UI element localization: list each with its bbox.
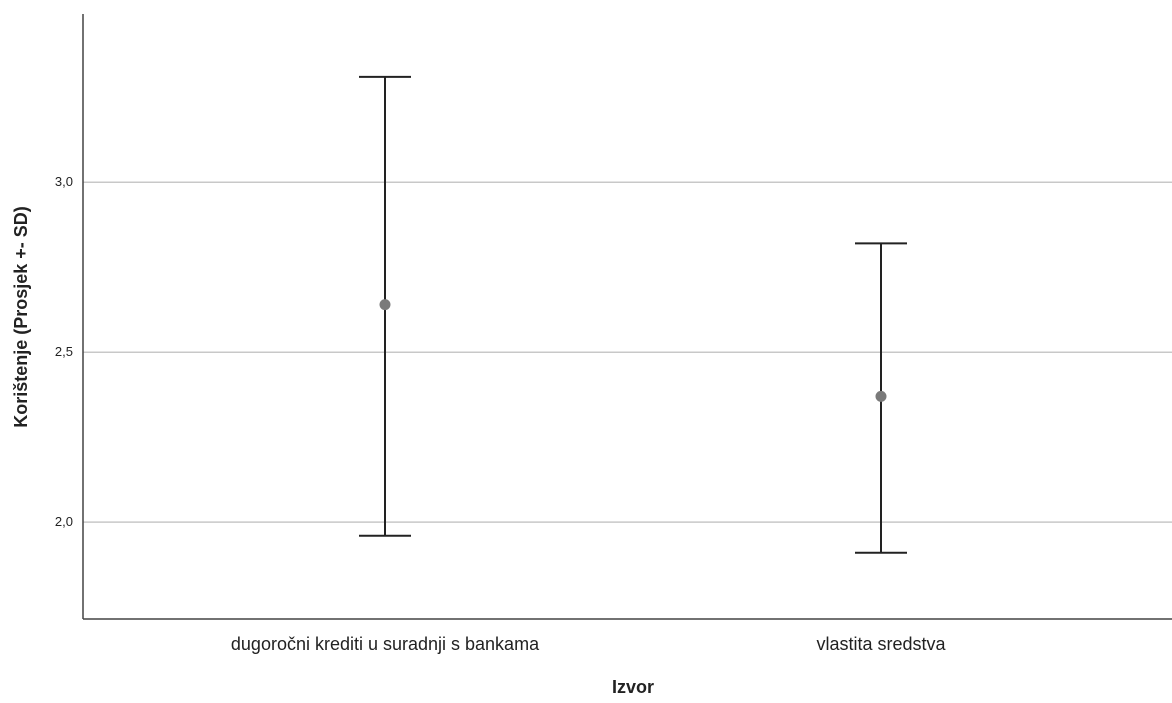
x-axis-title: Izvor [612,677,654,697]
gridlines [83,181,1172,523]
y-tick-labels: 2,0 2,5 3,0 [55,174,73,529]
y-tick-label: 2,0 [55,514,73,529]
mean-point [875,390,887,402]
y-tick-label: 3,0 [55,174,73,189]
axes [82,14,1172,620]
x-category-labels: dugoročni krediti u suradnji s bankama vl… [231,634,947,654]
x-category-label: dugoročni krediti u suradnji s bankama [231,634,540,654]
y-axis-title: Korištenje (Prosjek +- SD) [11,206,31,428]
x-category-label: vlastita sredstva [816,634,946,654]
mean-point [379,299,391,311]
mean-points [379,299,887,402]
error-bars [359,75,907,554]
y-tick-label: 2,5 [55,344,73,359]
